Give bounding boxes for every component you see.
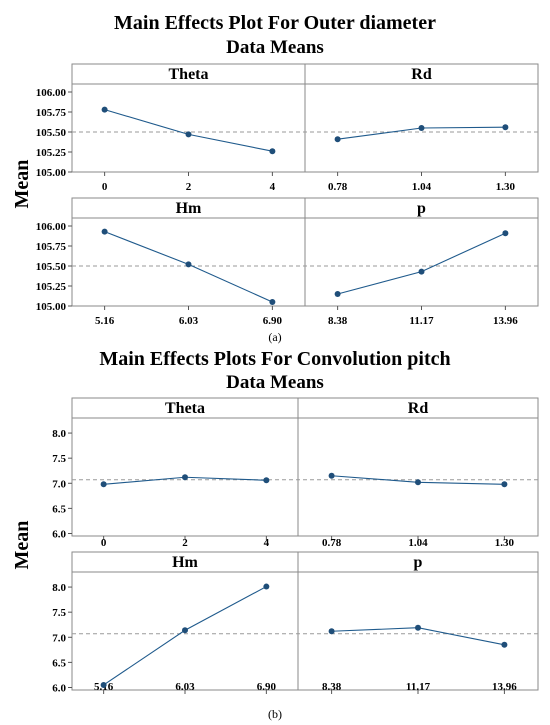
y-tick-label: 105.00 [36, 167, 67, 179]
data-point [185, 261, 192, 268]
y-tick-label: 105.25 [36, 281, 67, 293]
figure-caption: (b) [268, 707, 282, 721]
chart-title: Main Effects Plot For Outer diameter [114, 12, 436, 34]
y-tick-label: 105.25 [36, 147, 67, 159]
x-tick-label: 13.96 [492, 681, 517, 693]
y-axis-label: Mean [11, 160, 33, 209]
panel-rd: Rd 0.78 1.04 1.30 [322, 400, 515, 549]
y-tick-label: 8.0 [52, 582, 66, 594]
x-tick-label: 11.17 [406, 681, 431, 693]
x-tick-label: 13.96 [493, 315, 518, 327]
x-tick-label: 0.78 [322, 537, 342, 549]
panel-title: Rd [408, 400, 429, 417]
x-tick-label: 11.17 [409, 315, 434, 327]
data-point [182, 474, 188, 481]
data-point [415, 479, 421, 486]
data-point [501, 641, 508, 648]
x-tick-label: 0.78 [328, 181, 348, 193]
x-tick-label: 8.38 [328, 315, 348, 327]
y-tick-label: 106.00 [36, 87, 67, 99]
panel-title: Hm [172, 554, 198, 571]
x-tick-label: 6.03 [175, 681, 195, 693]
x-tick-label: 4 [264, 537, 270, 549]
panel-title: Rd [411, 66, 432, 83]
data-point [502, 230, 509, 237]
y-tick-label: 105.75 [36, 241, 67, 253]
y-tick-label: 105.50 [36, 127, 67, 139]
series-line [104, 109, 273, 152]
y-tick-label: 8.0 [52, 428, 66, 440]
main-effects-chart-b: Main Effects Plots For Convolution pitch… [11, 348, 539, 721]
data-point [502, 124, 509, 131]
panel-p: p 8.38 11.17 13.96 [322, 554, 517, 694]
data-point [269, 299, 276, 305]
data-point [263, 583, 270, 590]
x-tick-label: 8.38 [322, 681, 342, 693]
x-tick-label: 4 [270, 181, 276, 193]
x-tick-label: 2 [182, 537, 188, 549]
panel-title: Theta [169, 66, 209, 83]
y-tick-label: 7.0 [52, 632, 66, 644]
y-tick-label: 105.75 [36, 107, 67, 119]
x-tick-label: 1.30 [496, 181, 516, 193]
data-point [418, 125, 425, 131]
y-tick-label: 105.50 [36, 261, 67, 273]
x-tick-label: 1.30 [495, 537, 515, 549]
panel-theta: Theta 0 2 4 [101, 66, 276, 193]
data-point [101, 228, 108, 235]
data-point [100, 681, 107, 688]
x-tick-label: 0 [101, 537, 107, 549]
x-tick-label: 1.04 [408, 537, 428, 549]
y-tick-label: 6.0 [52, 682, 66, 694]
panel-theta: Theta 0 2 4 [100, 400, 270, 549]
y-tick-label: 106.00 [36, 221, 67, 233]
data-point [269, 148, 276, 155]
data-point [263, 477, 270, 484]
data-point [185, 131, 192, 138]
chart-subtitle: Data Means [226, 37, 324, 58]
y-axis-label: Mean [11, 521, 33, 570]
data-point [334, 136, 341, 143]
chart-subtitle: Data Means [226, 372, 324, 393]
series-line [103, 586, 267, 686]
y-tick-label: 105.00 [36, 301, 67, 313]
data-point [328, 472, 335, 479]
y-tick-label: 7.0 [52, 478, 66, 490]
data-point [101, 106, 108, 113]
data-point [334, 291, 341, 297]
data-point [100, 481, 107, 488]
x-tick-label: 6.90 [263, 315, 283, 327]
x-tick-label: 2 [186, 181, 192, 193]
panel-hm: Hm5.166.036.90 [94, 554, 276, 694]
data-point [182, 627, 188, 634]
panel-rd: Rd 0.78 1.04 1.30 [328, 66, 516, 193]
chart-title: Main Effects Plots For Convolution pitch [99, 348, 450, 370]
y-tick-label: 7.5 [52, 607, 66, 619]
panel-title: Hm [176, 200, 202, 217]
panel-title: p [414, 554, 423, 571]
panel-row-frame [71, 551, 539, 691]
data-point [415, 624, 421, 631]
figure-caption: (a) [268, 330, 281, 344]
series-line [337, 232, 506, 295]
x-tick-label: 6.03 [179, 315, 199, 327]
y-tick-label: 6.5 [52, 657, 66, 669]
x-tick-label: 1.04 [412, 181, 432, 193]
data-point [328, 628, 335, 635]
x-tick-label: 5.16 [95, 315, 115, 327]
panel-p: p 8.38 11.17 13.96 [328, 200, 518, 327]
panel-row-frame [71, 397, 539, 537]
x-tick-label: 6.90 [257, 681, 277, 693]
panel-title: p [417, 200, 426, 217]
main-effects-chart-a: Main Effects Plot For Outer diameter Data… [11, 12, 539, 344]
y-tick-label: 6.5 [52, 503, 66, 515]
data-point [418, 268, 425, 275]
data-point [501, 481, 508, 488]
panel-hm: Hm 5.16 6.03 6.90 [95, 200, 283, 327]
panel-title: Theta [165, 400, 205, 417]
y-tick-label: 7.5 [52, 453, 66, 465]
x-tick-label: 0 [102, 181, 108, 193]
y-tick-label: 6.0 [52, 528, 66, 540]
